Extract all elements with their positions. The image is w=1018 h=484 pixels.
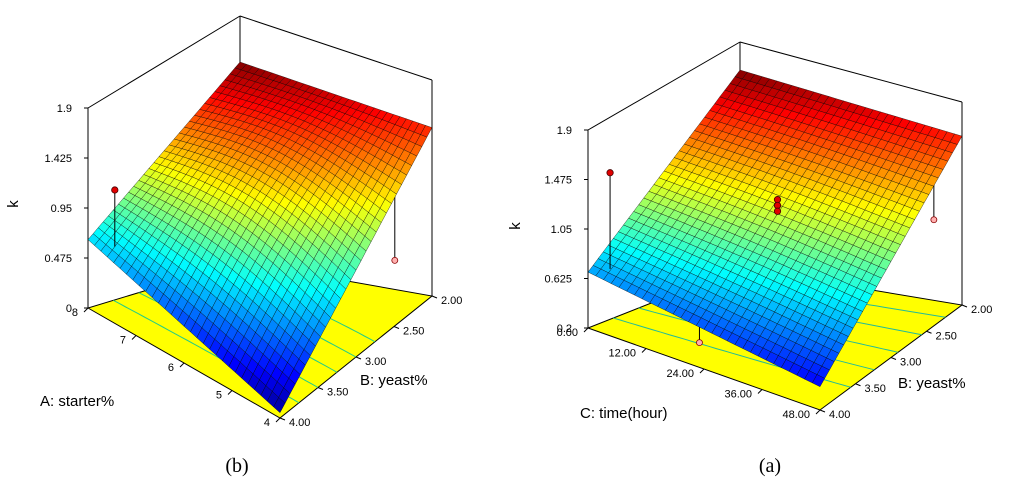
y-tick-mark (393, 326, 400, 329)
y-axis-ticks: 2.00 2.50 3.00 3.50 4.00 (819, 304, 992, 421)
y-tick-label: 2.50 (403, 326, 424, 338)
y-tick-mark (890, 357, 897, 360)
y-tick-mark (855, 383, 861, 387)
design-point (111, 186, 119, 194)
y-tick-mark (317, 387, 324, 390)
x-tick-mark (275, 417, 281, 423)
surface-plot-a: 1.9 1.475 1.05 0.625 0.2 0.00 12.00 24.00 36.00… (507, 41, 992, 477)
y-tick-label: 4.00 (829, 409, 850, 421)
z-tick-label: 1.9 (557, 125, 572, 137)
y-tick-label: 3.00 (365, 356, 386, 368)
z-tick-label: 0.95 (51, 203, 72, 215)
response-surface-mesh (587, 69, 963, 387)
surface-plot-b: 1.9 1.425 0.95 0.475 0 8 7 6 5 4 2.00 2.50 3.00 3.5… (5, 15, 462, 477)
design-point (606, 169, 614, 177)
frame-edge (239, 15, 433, 81)
x-tick-label: 12.00 (608, 348, 636, 360)
x-axis-label: A: starter% (40, 393, 114, 410)
subfigure-caption: (a) (759, 455, 781, 477)
x-tick-mark (641, 348, 647, 353)
y-axis-label: B: yeast% (898, 375, 966, 392)
y-tick-mark (926, 330, 932, 334)
surface-cell (812, 374, 825, 387)
y-tick-label: 2.50 (936, 330, 957, 342)
y-tick-mark (431, 295, 438, 299)
design-point-below (391, 256, 399, 264)
x-tick-mark (227, 390, 233, 395)
z-tick-label: 0 (66, 303, 72, 315)
x-tick-mark (583, 327, 589, 333)
subfigure-caption: (b) (225, 455, 248, 477)
z-axis-ticks: 1.9 1.475 1.05 0.625 0.2 (544, 125, 588, 335)
y-tick-label: 3.50 (865, 383, 886, 395)
y-tick-mark (355, 356, 362, 360)
y-tick-label: 3.00 (900, 357, 921, 369)
surface-cell (273, 397, 286, 413)
x-tick-mark (179, 362, 185, 368)
x-tick-label: 36.00 (724, 389, 752, 401)
x-tick-label: 0.00 (557, 327, 578, 339)
design-point-below (930, 216, 938, 224)
x-tick-label: 8 (72, 307, 78, 319)
z-axis-ticks: 1.9 1.425 0.95 0.475 0 (44, 103, 88, 315)
x-tick-mark (699, 368, 705, 374)
x-tick-label: 5 (216, 390, 222, 402)
x-tick-label: 24.00 (666, 368, 694, 380)
design-points (111, 186, 119, 247)
x-axis-ticks: 0.00 12.00 24.00 36.00 48.00 (557, 327, 821, 421)
z-axis-label: k (507, 222, 524, 230)
z-tick-label: 0.2 (557, 323, 572, 335)
y-axis-ticks: 2.00 2.50 3.00 3.50 4.00 (279, 295, 462, 429)
frame-edge (739, 41, 963, 103)
y-tick-mark (819, 409, 826, 413)
y-tick-label: 3.50 (327, 387, 348, 399)
y-tick-label: 2.00 (441, 295, 462, 307)
x-axis-label: C: time(hour) (580, 405, 668, 422)
design-points (606, 169, 782, 269)
design-point-below (696, 339, 703, 347)
x-tick-mark (83, 307, 89, 313)
frame-edge (587, 41, 741, 131)
z-tick-label: 1.05 (551, 224, 572, 236)
x-tick-label: 48.00 (782, 409, 810, 421)
x-tick-label: 6 (168, 362, 174, 374)
z-tick-label: 1.425 (44, 153, 72, 165)
y-tick-label: 4.00 (289, 417, 310, 429)
response-surface-mesh (87, 61, 433, 413)
x-tick-label: 7 (120, 335, 126, 347)
y-tick-mark (279, 417, 286, 421)
design-point (773, 207, 782, 215)
frame-edge (87, 15, 241, 109)
x-tick-mark (757, 389, 763, 394)
z-tick-label: 0.625 (544, 274, 572, 286)
z-tick-label: 1.9 (57, 103, 72, 115)
z-axis-label: k (5, 200, 22, 208)
x-tick-mark (815, 409, 821, 415)
x-tick-label: 4 (264, 417, 270, 429)
z-tick-label: 1.475 (544, 175, 572, 187)
y-tick-mark (961, 304, 968, 308)
x-axis-ticks: 8 7 6 5 4 (72, 307, 281, 429)
z-tick-label: 0.475 (44, 253, 72, 265)
y-tick-label: 2.00 (971, 304, 992, 316)
x-tick-mark (131, 335, 137, 340)
y-axis-label: B: yeast% (360, 372, 428, 389)
